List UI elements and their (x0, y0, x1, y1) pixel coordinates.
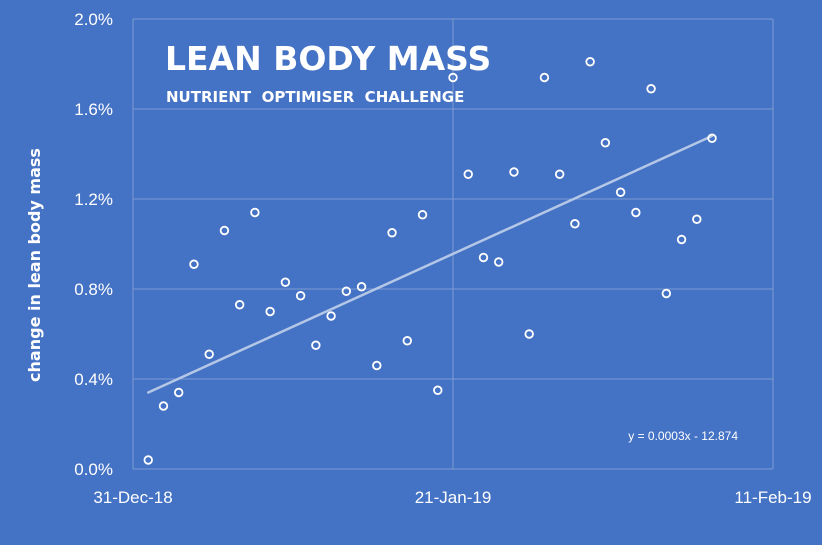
y-tick-label: 0.8% (74, 280, 113, 299)
data-point (524, 329, 534, 339)
data-point (387, 228, 397, 238)
data-point (585, 57, 595, 67)
data-point (463, 169, 473, 179)
data-point (372, 360, 382, 371)
y-tick-label: 0.0% (74, 460, 113, 479)
x-tick-label: 11-Feb-19 (734, 488, 811, 507)
data-point (250, 207, 260, 218)
data-point (326, 311, 336, 321)
data-point (539, 72, 550, 83)
data-point (692, 214, 702, 224)
y-tick-label: 1.2% (74, 190, 113, 209)
data-point (234, 300, 245, 310)
data-point (478, 252, 489, 263)
data-point (280, 277, 291, 287)
trendline (146, 134, 714, 394)
data-point (448, 72, 458, 83)
axes: 0.0% 0.4% 0.8% 1.2% 1.6% 2.0% 31-Dec-18 21-Jan-… (74, 10, 811, 507)
data-point (707, 133, 717, 143)
data-point (204, 349, 214, 359)
y-tick-label: 0.4% (74, 370, 113, 389)
data-point (554, 169, 565, 179)
data-point (143, 455, 153, 465)
y-axis-label: change in lean body mass (25, 148, 44, 382)
data-points (143, 57, 717, 465)
data-point (265, 306, 275, 317)
data-point (600, 138, 611, 148)
data-point (402, 336, 412, 346)
data-point (295, 291, 306, 301)
data-point (311, 340, 321, 350)
data-point (356, 282, 367, 292)
data-point (158, 401, 169, 411)
data-point (509, 167, 519, 177)
data-point (676, 234, 687, 245)
grid-lines (133, 18, 774, 469)
chart-subtitle: NUTRIENT OPTIMISER CHALLENGE (166, 88, 464, 106)
x-tick-label: 21-Jan-19 (415, 488, 492, 507)
data-point (341, 286, 352, 296)
data-point (417, 210, 428, 220)
y-tick-label: 1.6% (74, 100, 113, 119)
data-point (615, 187, 626, 197)
y-tick-label: 2.0% (74, 10, 113, 29)
trendline-group (146, 134, 714, 394)
data-point (661, 288, 672, 299)
data-point (219, 225, 230, 236)
data-point (646, 84, 656, 94)
data-point (189, 259, 199, 269)
data-point (631, 207, 641, 218)
data-point (494, 257, 504, 267)
data-point (174, 387, 184, 398)
x-tick-label: 31-Dec-18 (93, 488, 172, 507)
chart-title: LEAN BODY MASS (165, 39, 491, 78)
trendline-equation: y = 0.0003x - 12.874 (628, 429, 738, 443)
data-point (570, 219, 580, 229)
data-point (433, 385, 443, 395)
